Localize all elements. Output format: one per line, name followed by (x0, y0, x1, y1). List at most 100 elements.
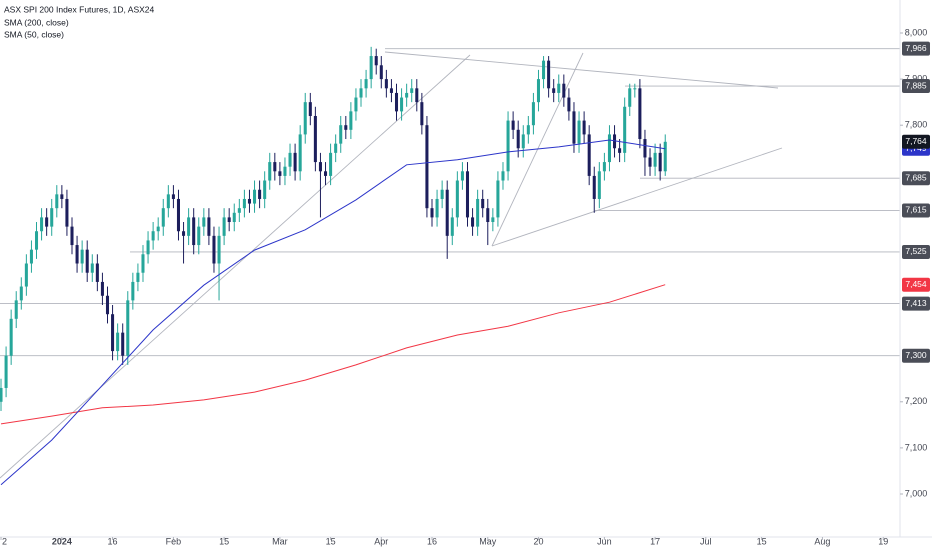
x-tick-label: 15 (219, 536, 229, 546)
last-price-box (902, 134, 930, 149)
candle-body (562, 83, 566, 98)
candle-body (405, 92, 409, 98)
x-tick-label: 2 (2, 536, 7, 546)
candle-body (161, 208, 165, 227)
sma-box (902, 277, 930, 292)
candle-body (151, 231, 155, 241)
candle-body (440, 189, 444, 199)
candle-body (247, 198, 251, 204)
candle-body (217, 235, 221, 264)
candle-body (278, 171, 282, 176)
candle-body (643, 139, 647, 158)
candle-body (471, 217, 475, 227)
candle-body (334, 143, 338, 153)
candle-body (476, 198, 480, 227)
candle-body (597, 171, 601, 199)
candle-body (389, 88, 393, 93)
candle-body (400, 97, 404, 112)
x-tick-label: Apr (374, 536, 388, 546)
candle-body (623, 106, 627, 153)
candle-body (313, 115, 317, 163)
candle-body (4, 355, 8, 388)
candle-body (339, 125, 343, 144)
candle-body (176, 198, 180, 232)
candle-body (415, 88, 419, 103)
candle-body (126, 300, 130, 356)
candle-body (85, 249, 89, 273)
candle-body (547, 60, 551, 89)
candle-body (24, 263, 28, 287)
x-tick-label: 15 (757, 536, 767, 546)
candle-body (197, 226, 201, 246)
candle-body (536, 79, 540, 103)
candle-body (136, 272, 140, 282)
candle-body (501, 171, 505, 181)
candle-body (460, 171, 464, 181)
candle-body (394, 92, 399, 112)
candle-body (638, 88, 642, 140)
candle-body (435, 198, 439, 218)
candle-body (303, 102, 307, 135)
x-tick-label: 20 (533, 536, 543, 546)
candle-body (34, 231, 39, 250)
candle-body (663, 141, 667, 172)
x-tick-label: 16 (108, 536, 118, 546)
candle-body (521, 134, 525, 149)
candle-body (242, 198, 246, 209)
candle-body (283, 166, 287, 176)
level-box (902, 171, 930, 186)
x-tick-label: 15 (326, 536, 336, 546)
x-tick-label: 19 (878, 536, 888, 546)
candle-body (552, 88, 556, 93)
candle-body (602, 162, 606, 172)
x-tick-label: Mar (272, 536, 288, 546)
candle-body (171, 194, 175, 199)
candle-body (329, 152, 333, 176)
y-tick-label: 7,900 (905, 73, 928, 83)
candle-body (567, 97, 571, 112)
level-box (902, 41, 930, 56)
candle-body (425, 125, 429, 209)
level-box (902, 296, 930, 311)
candle-body (131, 281, 135, 301)
candle-body (557, 83, 561, 93)
candle-body (384, 79, 388, 89)
candle-body (253, 189, 257, 204)
candle-body (207, 217, 211, 236)
candle-body (263, 180, 267, 199)
candle-body (481, 198, 485, 209)
candle-body (232, 212, 236, 223)
candle-body (379, 65, 383, 80)
candle-body (613, 134, 617, 149)
candle-body (374, 56, 378, 66)
candle-body (572, 111, 576, 144)
candle-body (187, 217, 191, 236)
y-tick-label: 7,100 (905, 442, 928, 452)
candle-body (420, 102, 424, 126)
candle-body (369, 56, 373, 80)
candle-body (628, 88, 632, 107)
y-tick-label: 7,000 (905, 488, 928, 498)
candle-body (258, 189, 262, 199)
candle-body (141, 254, 145, 273)
chart-title: ASX SPI 200 Index Futures, 1D, ASX24 (4, 4, 155, 14)
trend-line (384, 51, 779, 89)
candle-body (410, 88, 414, 93)
candle-body (516, 129, 520, 149)
x-tick-label: 17 (650, 536, 660, 546)
candle-body (318, 162, 322, 172)
candle-body (9, 318, 13, 356)
last-price-label: 7,764 (905, 136, 927, 146)
candle-body (95, 263, 99, 282)
candle-body (577, 120, 581, 144)
candle-body (70, 226, 74, 246)
candle-body (582, 120, 586, 135)
level-label: 7,685 (905, 172, 927, 182)
level-label: 7,300 (905, 350, 927, 360)
x-tick-label: 16 (427, 536, 437, 546)
legend-entry: SMA (50, close) (4, 29, 64, 39)
candle-body (298, 134, 302, 172)
candle-body (40, 217, 44, 232)
candle-body (29, 249, 33, 264)
